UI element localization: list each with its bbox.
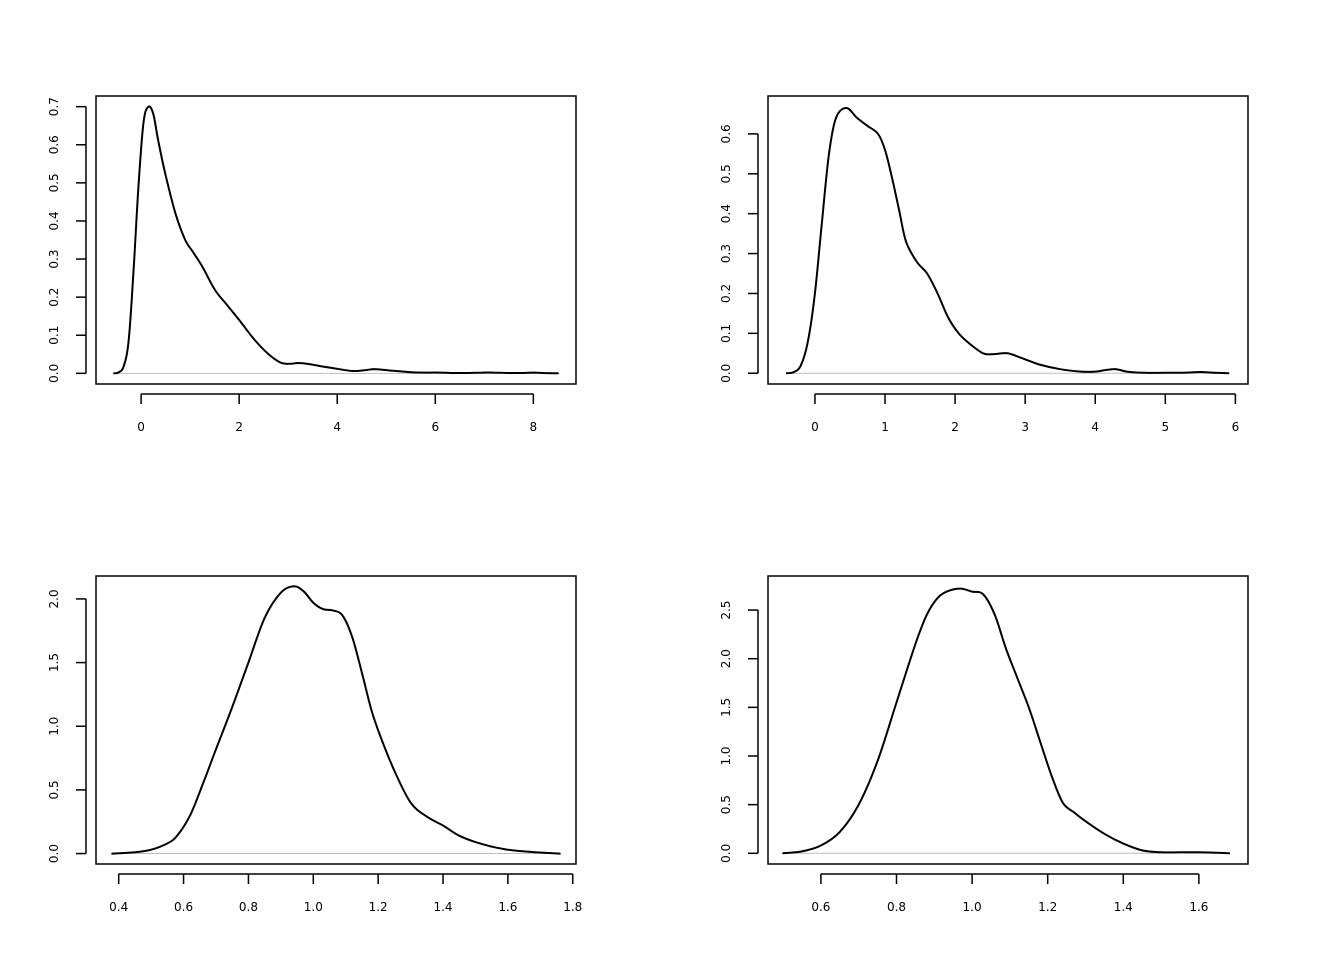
chart-panel-4: 0.6 0.8 1.0 1.2 1.4 1.6 0.0 0.5 1.0 1.5 2.0 2.5 — [719, 575, 1249, 914]
x-tick-label: 1.4 — [1114, 900, 1133, 914]
density-curve — [785, 107, 1230, 375]
y-tick-label: 0.7 — [47, 97, 61, 116]
y-tick-label: 0.2 — [719, 284, 733, 303]
y-tick-label: 2.5 — [719, 601, 733, 620]
x-tick-label: 6 — [431, 420, 439, 434]
x-tick-label: 0 — [137, 420, 145, 434]
y-tick-label: 1.5 — [47, 653, 61, 672]
plot-frame — [767, 575, 1249, 865]
y-tick-label: 0.0 — [719, 364, 733, 383]
x-tick-label: 0.8 — [239, 900, 258, 914]
x-tick-label: 1.6 — [498, 900, 517, 914]
y-tick-label: 2.0 — [719, 649, 733, 668]
y-tick-label: 0.1 — [719, 324, 733, 343]
x-tick-label: 4 — [1091, 420, 1099, 434]
x-tick-label: 1.8 — [563, 900, 582, 914]
x-tick-label: 4 — [333, 420, 341, 434]
density-curve — [782, 587, 1231, 855]
chart-panel-2: 0 1 2 3 4 5 6 0.0 0.1 0.2 0.3 0.4 0.5 0.6 — [719, 95, 1249, 434]
y-tick-label: 0.3 — [47, 250, 61, 269]
y-tick-label: 0.5 — [47, 780, 61, 799]
y-tick-label: 0.5 — [719, 164, 733, 183]
x-tick-label: 1.6 — [1189, 900, 1208, 914]
y-tick-label: 0.3 — [719, 244, 733, 263]
y-tick-label: 0.2 — [47, 288, 61, 307]
x-tick-label: 1 — [881, 420, 889, 434]
y-tick-label: 0.6 — [47, 135, 61, 154]
x-tick-label: 1.0 — [304, 900, 323, 914]
x-tick-label: 2 — [951, 420, 959, 434]
y-tick-label: 1.5 — [719, 698, 733, 717]
y-tick-label: 1.0 — [719, 746, 733, 765]
x-tick-label: 8 — [530, 420, 538, 434]
y-tick-label: 0.0 — [719, 844, 733, 863]
x-tick-label: 5 — [1161, 420, 1169, 434]
x-tick-label: 0.4 — [109, 900, 128, 914]
x-tick-label: 0.6 — [174, 900, 193, 914]
x-tick-label: 1.2 — [1038, 900, 1057, 914]
y-tick-label: 0.6 — [719, 124, 733, 143]
y-tick-label: 0.0 — [47, 364, 61, 383]
density-curve — [113, 105, 559, 375]
x-tick-label: 0 — [811, 420, 819, 434]
x-tick-label: 3 — [1021, 420, 1029, 434]
y-tick-label: 0.5 — [719, 795, 733, 814]
plot-frame — [95, 575, 577, 865]
x-tick-label: 1.0 — [963, 900, 982, 914]
chart-panel-3: 0.4 0.6 0.8 1.0 1.2 1.4 1.6 1.8 0.0 0.5 1.0 1.5 2.0 — [47, 575, 582, 914]
y-tick-label: 0.5 — [47, 173, 61, 192]
y-tick-label: 0.0 — [47, 844, 61, 863]
x-tick-label: 1.2 — [369, 900, 388, 914]
x-tick-label: 2 — [235, 420, 243, 434]
y-tick-label: 0.4 — [719, 204, 733, 223]
y-tick-label: 2.0 — [47, 589, 61, 608]
density-curve — [111, 585, 561, 855]
plot-frame — [95, 95, 577, 385]
chart-panel-1: 0 2 4 6 8 0.0 0.1 0.2 0.3 0.4 0.5 0.6 0.7 — [47, 95, 577, 434]
x-tick-label: 6 — [1232, 420, 1240, 434]
y-tick-label: 0.4 — [47, 211, 61, 230]
plot-frame — [767, 95, 1249, 385]
y-tick-label: 1.0 — [47, 717, 61, 736]
x-tick-label: 1.4 — [433, 900, 452, 914]
x-tick-label: 0.8 — [887, 900, 906, 914]
y-tick-label: 0.1 — [47, 326, 61, 345]
x-tick-label: 0.6 — [811, 900, 830, 914]
